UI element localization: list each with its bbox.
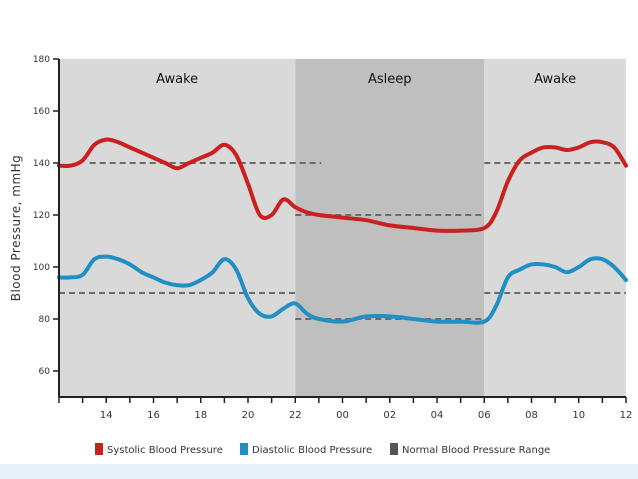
legend-label-2: Normal Blood Pressure Range — [402, 445, 550, 456]
x-tick-label-20: 08 — [525, 410, 538, 421]
legend-swatch-2 — [390, 443, 398, 455]
legend-label-0: Systolic Blood Pressure — [107, 445, 223, 456]
y-tick-label-3: 120 — [33, 211, 50, 221]
plot-area: Awake Asleep Awake 60 80 100 120 140 160 180 14 16 1… — [9, 55, 632, 456]
x-tick-label-24: 12 — [620, 410, 633, 421]
y-tick-label-5: 160 — [33, 107, 50, 117]
x-tick-label-10: 22 — [289, 410, 302, 421]
series-line-systolic — [57, 137, 628, 233]
legend-swatch-1 — [240, 443, 248, 455]
period-band-2 — [484, 59, 626, 397]
x-tick-label-2: 14 — [100, 410, 113, 421]
period-label-0: Awake — [156, 72, 198, 87]
y-axis-label: Blood Pressure, mmHg — [9, 155, 23, 302]
x-tick-label-6: 18 — [194, 410, 207, 421]
period-band-0 — [59, 59, 296, 397]
y-tick-label-4: 140 — [33, 159, 50, 169]
x-tick-label-16: 04 — [431, 410, 444, 421]
y-tick-label-6: 180 — [33, 55, 50, 65]
series-line-diastolic — [57, 254, 628, 325]
x-tick-label-8: 20 — [242, 410, 255, 421]
period-label-2: Awake — [534, 72, 576, 87]
x-tick-label-18: 06 — [478, 410, 491, 421]
period-band-1 — [295, 59, 485, 397]
y-tick-label-2: 100 — [33, 263, 50, 273]
y-tick-label-1: 80 — [39, 315, 51, 325]
period-label-1: Asleep — [368, 72, 412, 87]
x-tick-label-22: 10 — [572, 410, 585, 421]
x-tick-label-4: 16 — [147, 410, 160, 421]
y-tick-label-0: 60 — [39, 367, 51, 377]
legend-swatch-0 — [95, 443, 103, 455]
x-tick-label-14: 02 — [383, 410, 396, 421]
x-tick-label-12: 00 — [336, 410, 349, 421]
legend-label-1: Diastolic Blood Pressure — [252, 445, 372, 456]
bottom-decorative-band — [0, 464, 638, 479]
